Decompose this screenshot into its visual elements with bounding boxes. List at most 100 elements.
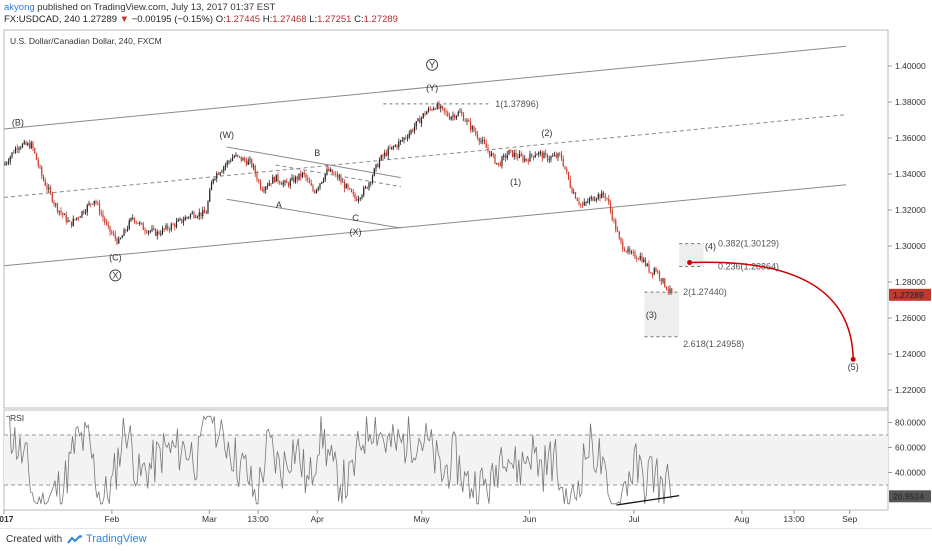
candle-body	[165, 225, 167, 230]
candle-body	[359, 197, 361, 199]
candle-body	[51, 192, 53, 202]
candle-body	[455, 115, 458, 119]
candle-body	[431, 108, 433, 110]
candle-body	[111, 232, 113, 234]
candle-body	[517, 156, 519, 158]
candle-body	[170, 224, 172, 230]
candle-body	[74, 218, 76, 220]
tradingview-brand-link[interactable]: TradingView	[86, 533, 147, 545]
candle-body	[597, 194, 599, 199]
candle-body	[254, 166, 256, 174]
candle-body	[403, 137, 405, 141]
candle-body	[646, 263, 648, 266]
candle-body	[196, 216, 199, 218]
price-axis[interactable]: 1.40000 1.38000 1.36000 1.34000 1.32000 1.300…	[888, 61, 926, 478]
candle-body	[137, 222, 139, 224]
candle-body	[32, 142, 34, 149]
candle-body	[203, 210, 206, 214]
projection-layer	[687, 260, 856, 362]
fib-level-label: 0.382(1.30129)	[718, 239, 779, 249]
candle-body	[371, 175, 374, 183]
rsi-band	[4, 435, 888, 485]
candle-body	[245, 160, 248, 165]
candle-body	[538, 152, 540, 155]
candle-body	[601, 192, 603, 199]
time-tick-label: May	[414, 514, 431, 524]
time-tick-label: Jul	[628, 514, 639, 524]
candle-body	[650, 271, 652, 273]
time-tick-label: Aug	[734, 514, 749, 524]
candle-body	[212, 178, 214, 184]
candle-body	[497, 162, 500, 164]
candle-body	[426, 111, 428, 115]
footer: Created with TradingView	[0, 528, 932, 551]
candle-body	[520, 153, 522, 156]
candle-body	[149, 230, 151, 232]
candle-body	[317, 187, 319, 190]
candle-body	[342, 181, 344, 183]
candle-body	[259, 181, 262, 189]
candle-body	[53, 201, 55, 204]
candle-body	[273, 177, 276, 182]
candle-body	[198, 212, 200, 217]
candle-body	[25, 141, 27, 145]
candle-body	[228, 161, 230, 162]
candle-body	[417, 118, 419, 122]
candle-body	[363, 187, 365, 196]
time-tick-label: Mar	[202, 514, 217, 524]
symbol-label[interactable]: FX:USDCAD, 240	[4, 14, 81, 25]
candle-body	[100, 212, 102, 215]
rsi-tick-label: 60.0000	[895, 443, 926, 453]
chart-canvas[interactable]: U.S. Dollar/Canadian Dollar, 240, FXCM R…	[0, 26, 932, 528]
candle-body	[300, 173, 302, 177]
channel-layer	[3, 45, 847, 267]
price-tick-label: 1.40000	[895, 61, 926, 71]
candle-body	[81, 211, 83, 217]
candle-body	[168, 229, 171, 230]
candle-body	[144, 230, 146, 232]
fib-extension-box	[644, 292, 680, 337]
candle-body	[587, 201, 589, 203]
candle-body	[399, 140, 402, 142]
candle-body	[86, 204, 88, 213]
candle-body	[261, 188, 263, 191]
candle-body	[98, 203, 101, 213]
candle-body	[11, 152, 13, 157]
candle-body	[277, 174, 279, 182]
candle-body	[114, 234, 116, 239]
time-axis[interactable]: 2017 Feb Mar 13:00 Apr May Jun Jul Aug 13:00 Sep	[0, 510, 858, 524]
candle-body	[65, 214, 67, 222]
candle-body	[566, 169, 568, 172]
wave-label: (4)	[705, 242, 716, 252]
candle-body	[49, 187, 52, 193]
fib-level-label: 2(1.27440)	[683, 287, 727, 297]
rsi-value-tag-label: 20.9524	[893, 491, 924, 501]
fib-level-label: 2.618(1.24958)	[683, 339, 744, 349]
candle-body	[102, 214, 104, 219]
candle-body	[483, 139, 486, 144]
candle-body	[669, 288, 671, 292]
candle-body	[174, 224, 176, 227]
wave-label: (3)	[646, 310, 657, 320]
candle-body	[93, 200, 95, 205]
candle-body	[205, 212, 207, 214]
candle-body	[209, 190, 211, 202]
candle-body	[97, 202, 99, 204]
candle-body	[207, 201, 209, 213]
candle-body	[651, 272, 654, 275]
candle-body	[119, 238, 122, 239]
candle-body	[333, 173, 335, 175]
candle-body	[4, 163, 6, 165]
candle-body	[545, 152, 547, 155]
author-link[interactable]: akyong	[4, 2, 35, 13]
candle-body	[147, 231, 150, 233]
candle-body	[440, 106, 442, 109]
candle-body	[482, 139, 484, 141]
candle-body	[448, 116, 451, 120]
projection-start-dot	[687, 260, 693, 266]
price-pane[interactable]	[3, 29, 889, 409]
candle-body	[237, 154, 239, 157]
candle-body	[555, 154, 557, 158]
candle-body	[249, 159, 251, 161]
candle-body	[244, 158, 246, 161]
